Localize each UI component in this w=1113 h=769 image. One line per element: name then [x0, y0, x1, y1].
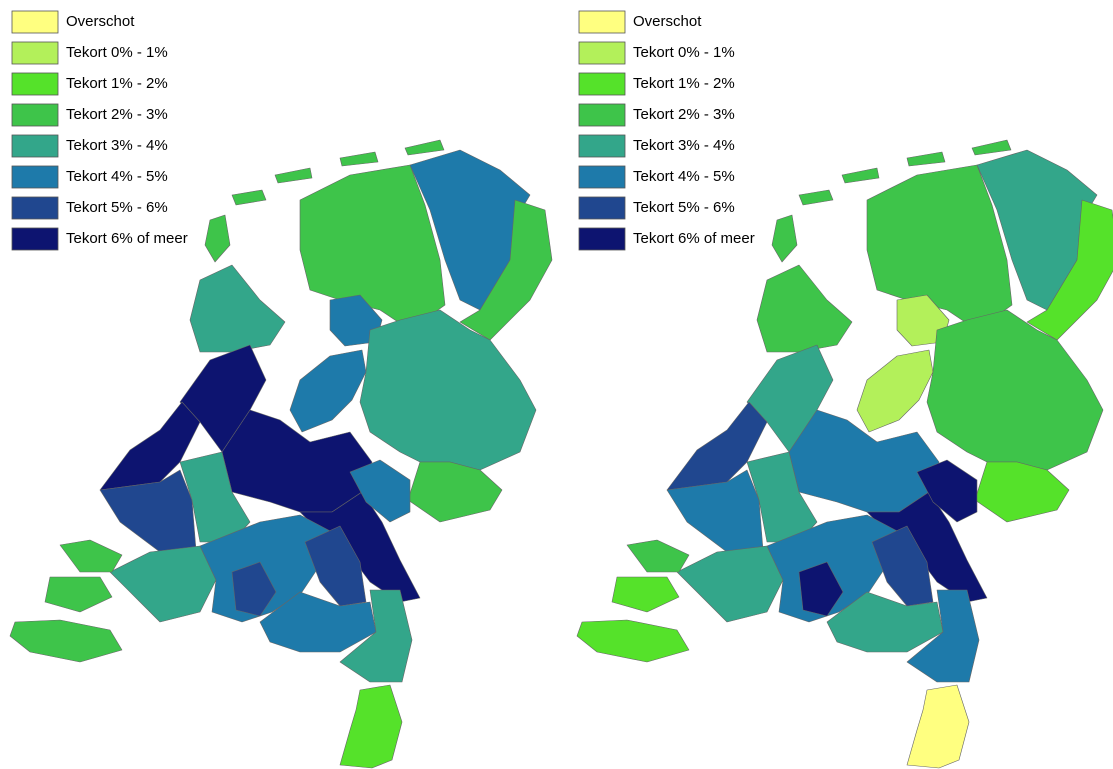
region — [274, 167, 313, 184]
region — [9, 619, 123, 663]
region — [906, 684, 970, 769]
region — [916, 459, 978, 523]
legend-label: Tekort 4% - 5% — [66, 168, 168, 185]
legend-label: Tekort 2% - 3% — [633, 106, 735, 123]
region — [304, 525, 367, 607]
legend: Overschot Tekort 0% - 1% Tekort 1% - 2% Tek… — [11, 10, 188, 251]
legend-swatch — [11, 196, 59, 220]
legend-label: Tekort 5% - 6% — [633, 199, 735, 216]
legend-swatch — [578, 10, 626, 34]
region — [109, 545, 217, 623]
region — [756, 264, 853, 353]
region — [666, 469, 764, 553]
region — [798, 561, 844, 617]
region — [871, 525, 934, 607]
region — [974, 461, 1070, 523]
region — [771, 214, 798, 263]
region — [626, 539, 690, 573]
region — [971, 139, 1012, 156]
map: Overschot Tekort 0% - 1% Tekort 1% - 2% Tek… — [9, 10, 553, 769]
region — [221, 409, 373, 513]
region — [289, 349, 367, 433]
region — [349, 459, 411, 523]
legend-swatch — [11, 10, 59, 34]
legend-swatch — [11, 72, 59, 96]
region — [906, 589, 980, 683]
region — [199, 514, 333, 623]
legend-label: Tekort 3% - 4% — [66, 137, 168, 154]
legend-label: Tekort 1% - 2% — [66, 75, 168, 92]
legend-swatch — [11, 134, 59, 158]
legend-label: Tekort 0% - 1% — [633, 44, 735, 61]
legend-swatch — [11, 227, 59, 251]
region — [99, 469, 197, 553]
region — [841, 167, 880, 184]
region — [339, 151, 379, 167]
legend-label: Tekort 5% - 6% — [66, 199, 168, 216]
legend-swatch — [578, 103, 626, 127]
legend-swatch — [578, 41, 626, 65]
map: Overschot Tekort 0% - 1% Tekort 1% - 2% Tek… — [576, 10, 1113, 769]
region — [339, 684, 403, 769]
legend-swatch — [578, 165, 626, 189]
legend-swatch — [578, 134, 626, 158]
legend-label: Overschot — [66, 13, 135, 30]
region — [407, 461, 503, 523]
region — [746, 344, 834, 453]
legend-swatch — [578, 196, 626, 220]
legend-swatch — [11, 165, 59, 189]
legend-label: Overschot — [633, 13, 702, 30]
region — [231, 189, 267, 206]
legend-label: Tekort 2% - 3% — [66, 106, 168, 123]
region — [404, 139, 445, 156]
legend-label: Tekort 0% - 1% — [66, 44, 168, 61]
legend-swatch — [578, 227, 626, 251]
region — [676, 545, 784, 623]
region — [926, 309, 1104, 471]
legend: Overschot Tekort 0% - 1% Tekort 1% - 2% Tek… — [578, 10, 755, 251]
region — [798, 189, 834, 206]
legend-swatch — [578, 72, 626, 96]
legend-label: Tekort 6% of meer — [633, 230, 755, 247]
region — [204, 214, 231, 263]
region — [666, 401, 768, 491]
legend-swatch — [11, 41, 59, 65]
region — [359, 309, 537, 471]
region — [231, 561, 277, 617]
region — [99, 401, 201, 491]
legend-label: Tekort 1% - 2% — [633, 75, 735, 92]
region — [59, 539, 123, 573]
region — [856, 349, 934, 433]
region — [339, 589, 413, 683]
region — [179, 344, 267, 453]
region — [189, 264, 286, 353]
region — [576, 619, 690, 663]
region — [906, 151, 946, 167]
legend-label: Tekort 6% of meer — [66, 230, 188, 247]
legend-swatch — [11, 103, 59, 127]
region — [44, 576, 113, 613]
legend-label: Tekort 4% - 5% — [633, 168, 735, 185]
region — [788, 409, 940, 513]
region — [611, 576, 680, 613]
region — [766, 514, 900, 623]
legend-label: Tekort 3% - 4% — [633, 137, 735, 154]
